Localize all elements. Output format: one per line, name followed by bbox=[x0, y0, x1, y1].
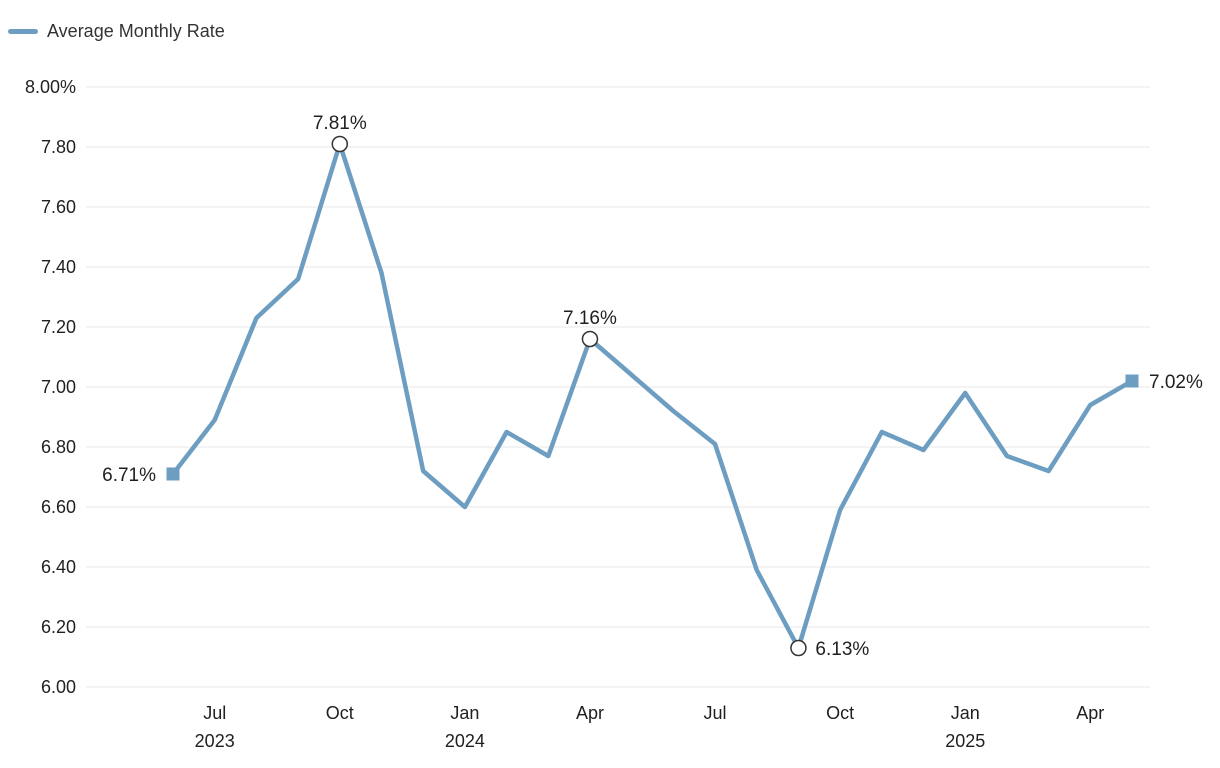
data-point-label: 7.02% bbox=[1149, 372, 1203, 393]
y-tick-label: 6.40 bbox=[41, 557, 76, 577]
data-point-label: 7.16% bbox=[563, 308, 617, 329]
y-tick-label: 7.40 bbox=[41, 257, 76, 277]
x-tick-year-label: 2025 bbox=[945, 731, 985, 751]
y-tick-label: 7.20 bbox=[41, 317, 76, 337]
y-tick-label: 6.20 bbox=[41, 617, 76, 637]
rate-line bbox=[170, 141, 1135, 651]
legend-label: Average Monthly Rate bbox=[47, 21, 225, 41]
x-tick-label: Oct bbox=[826, 703, 854, 723]
data-point-label: 6.71% bbox=[102, 465, 156, 486]
data-point-marker-circle[interactable] bbox=[581, 330, 599, 348]
x-tick-label: Oct bbox=[326, 703, 354, 723]
data-point-marker-circle[interactable] bbox=[331, 135, 349, 153]
y-tick-label: 7.00 bbox=[41, 377, 76, 397]
legend: Average Monthly Rate bbox=[8, 21, 225, 42]
legend-line-swatch bbox=[8, 29, 38, 34]
x-tick-label: Jan bbox=[450, 703, 479, 723]
x-tick-year-label: 2023 bbox=[195, 731, 235, 751]
y-tick-label: 6.00 bbox=[41, 677, 76, 697]
x-tick-label: Apr bbox=[1076, 703, 1104, 723]
x-tick-label: Jul bbox=[203, 703, 226, 723]
data-point-marker-square[interactable] bbox=[1125, 374, 1139, 388]
x-tick-label: Jul bbox=[704, 703, 727, 723]
x-tick-year-label: 2024 bbox=[445, 731, 485, 751]
y-tick-label: 6.60 bbox=[41, 497, 76, 517]
x-tick-label: Jan bbox=[951, 703, 980, 723]
x-tick-label: Apr bbox=[576, 703, 604, 723]
data-point-marker-square[interactable] bbox=[166, 467, 180, 481]
y-tick-label: 6.80 bbox=[41, 437, 76, 457]
data-point-label: 7.81% bbox=[313, 113, 367, 134]
y-tick-label: 8.00% bbox=[25, 77, 76, 97]
data-point-marker-circle[interactable] bbox=[790, 639, 807, 657]
y-tick-label: 7.60 bbox=[41, 197, 76, 217]
y-tick-label: 7.80 bbox=[41, 137, 76, 157]
data-point-label: 6.13% bbox=[815, 639, 869, 660]
